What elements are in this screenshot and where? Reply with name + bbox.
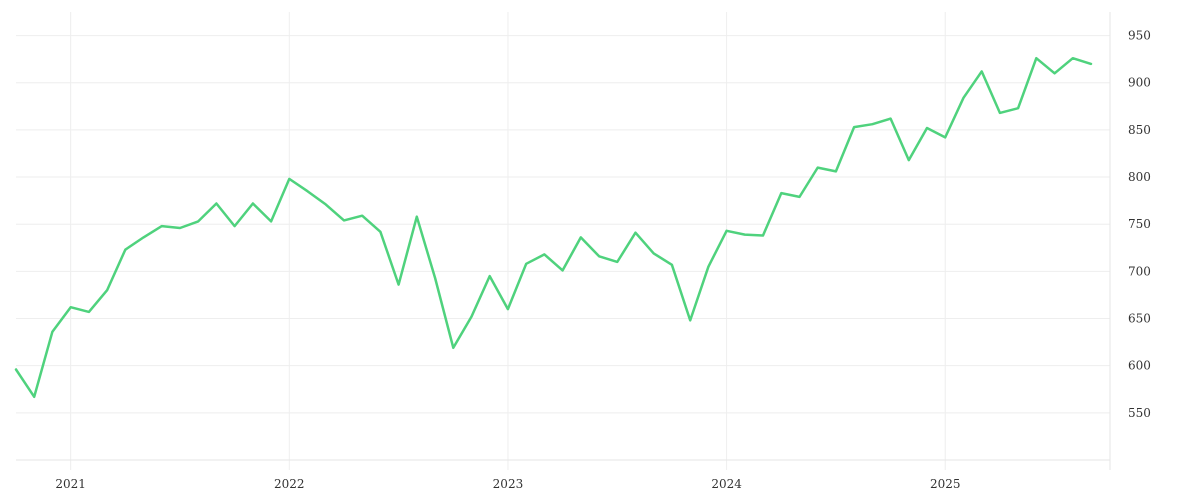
- data-point: [161, 225, 163, 227]
- data-point: [598, 255, 600, 257]
- data-point: [871, 123, 873, 125]
- data-point: [15, 369, 17, 370]
- y-tick-label: 600: [1128, 359, 1151, 373]
- y-tick-label: 650: [1128, 312, 1151, 326]
- data-point: [471, 316, 472, 318]
- data-point: [288, 178, 290, 180]
- data-point: [562, 269, 564, 271]
- data-point: [234, 225, 236, 227]
- data-point: [890, 118, 892, 120]
- data-point: [653, 252, 655, 254]
- data-point: [33, 396, 35, 398]
- data-point: [325, 203, 327, 205]
- data-point: [780, 192, 782, 194]
- data-point: [88, 311, 90, 313]
- data-point: [361, 215, 363, 217]
- data-point: [1090, 63, 1092, 65]
- x-tick-label: 2024: [711, 477, 742, 491]
- data-point: [926, 127, 928, 129]
- y-tick-labels: 550 600 650 700 750 800 850 900 950: [1128, 29, 1151, 420]
- data-point: [999, 112, 1001, 114]
- data-point: [835, 170, 837, 172]
- data-point: [1035, 57, 1037, 59]
- data-point: [215, 203, 217, 204]
- data-point: [489, 275, 491, 277]
- data-point: [908, 159, 910, 161]
- series-group: [14, 56, 1093, 399]
- data-point: [671, 264, 673, 266]
- y-tick-label: 550: [1128, 406, 1151, 420]
- data-point: [944, 136, 946, 138]
- data-point: [124, 249, 126, 251]
- data-point: [343, 219, 345, 221]
- y-tick-label: 800: [1128, 170, 1151, 184]
- data-point: [51, 331, 53, 333]
- data-point: [799, 196, 800, 198]
- data-point: [616, 261, 618, 263]
- data-point: [307, 190, 308, 192]
- x-tick-label: 2023: [493, 477, 524, 491]
- data-point: [379, 231, 381, 233]
- data-point: [416, 216, 418, 218]
- data-point: [1017, 107, 1019, 109]
- data-point: [762, 235, 764, 236]
- data-point: [179, 227, 181, 229]
- data-point: [197, 220, 199, 222]
- x-tick-label: 2022: [274, 477, 305, 491]
- data-point: [689, 319, 691, 321]
- data-point: [1072, 57, 1074, 59]
- data-point: [707, 266, 709, 268]
- data-point: [580, 236, 582, 238]
- data-point: [143, 236, 144, 238]
- data-point: [434, 277, 436, 279]
- data-point: [270, 220, 272, 222]
- data-point: [963, 97, 964, 99]
- horizontal-gridlines: [16, 35, 1110, 414]
- data-point: [1054, 72, 1056, 74]
- y-tick-label: 900: [1128, 76, 1151, 90]
- y-tick-label: 750: [1128, 217, 1151, 231]
- data-point: [635, 232, 636, 234]
- y-tick-label: 850: [1128, 123, 1151, 137]
- data-point: [106, 289, 108, 291]
- data-points: [15, 57, 1092, 398]
- data-point: [525, 263, 527, 265]
- data-point: [726, 230, 728, 232]
- y-tick-label: 950: [1128, 29, 1151, 43]
- vertical-gridlines: [70, 12, 946, 470]
- data-point: [853, 126, 855, 128]
- data-point: [252, 203, 254, 204]
- data-point: [981, 70, 983, 72]
- x-tick-label: 2021: [55, 477, 86, 491]
- data-point: [452, 347, 454, 349]
- data-point: [507, 308, 509, 310]
- data-point: [543, 253, 545, 255]
- data-point: [70, 306, 72, 308]
- data-point: [744, 234, 746, 236]
- data-point: [398, 284, 400, 286]
- y-tick-label: 700: [1128, 264, 1151, 278]
- series-line: [14, 56, 1093, 399]
- data-point: [817, 167, 819, 169]
- x-tick-label: 2025: [930, 477, 961, 491]
- x-tick-labels: 2021 2022 2023 2024 2025: [55, 477, 960, 491]
